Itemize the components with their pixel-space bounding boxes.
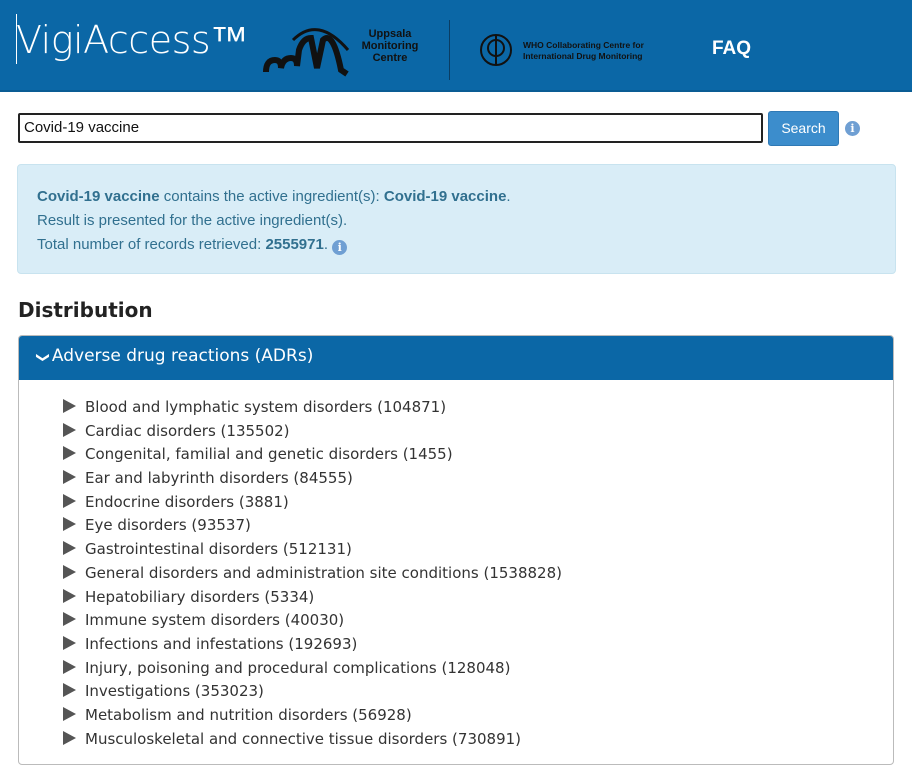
adr-list-item[interactable]: Ear and labyrinth disorders (84555): [63, 469, 893, 493]
adr-item-label: Eye disorders (93537): [85, 516, 251, 535]
faq-link[interactable]: FAQ: [712, 38, 752, 59]
adr-item-label: Investigations (353023): [85, 682, 264, 701]
expand-triangle-icon[interactable]: [63, 399, 76, 413]
adr-item-label: Blood and lymphatic system disorders (10…: [85, 398, 447, 416]
header: VigiAccess™ Uppsala Monitoring Centre WH…: [0, 0, 912, 92]
chevron-down-icon: ❯: [34, 352, 50, 363]
adr-list-item[interactable]: Musculoskeletal and connective tissue di…: [63, 730, 893, 754]
expand-triangle-icon[interactable]: [63, 446, 76, 461]
expand-triangle-icon[interactable]: [63, 422, 76, 437]
distribution-heading: Distribution: [18, 298, 153, 322]
adr-list-item[interactable]: Immune system disorders (40030): [63, 611, 893, 635]
who-emblem-icon[interactable]: [476, 32, 516, 68]
adr-item-label: Cardiac disorders (135502): [85, 421, 290, 440]
expand-triangle-icon[interactable]: [63, 683, 76, 698]
umc-logo-text: Uppsala Monitoring Centre: [361, 28, 419, 64]
adr-list: Blood and lymphatic system disorders (10…: [19, 380, 893, 753]
expand-triangle-icon[interactable]: [63, 635, 76, 650]
expand-triangle-icon[interactable]: [63, 588, 76, 603]
adr-item-label: Hepatobiliary disorders (5334): [85, 587, 315, 606]
adr-list-item[interactable]: Injury, poisoning and procedural complic…: [63, 659, 893, 683]
adr-list-item[interactable]: Investigations (353023): [63, 682, 893, 706]
expand-triangle-icon[interactable]: [63, 659, 76, 674]
expand-triangle-icon[interactable]: [63, 730, 76, 745]
expand-triangle-icon[interactable]: [63, 706, 76, 721]
adr-list-item[interactable]: Eye disorders (93537): [63, 516, 893, 540]
adr-list-item[interactable]: Hepatobiliary disorders (5334): [63, 588, 893, 612]
adr-item-label: Ear and labyrinth disorders (84555): [85, 469, 353, 488]
search-button[interactable]: Search: [768, 111, 839, 146]
search-input[interactable]: Covid-19 vaccine: [18, 113, 763, 143]
expand-triangle-icon[interactable]: [63, 541, 76, 556]
adr-list-item[interactable]: Metabolism and nutrition disorders (5692…: [63, 706, 893, 730]
adr-item-label: Congenital, familial and genetic disorde…: [85, 445, 453, 464]
adr-list-item[interactable]: Cardiac disorders (135502): [63, 422, 893, 446]
adr-item-label: Injury, poisoning and procedural complic…: [85, 658, 511, 677]
result-info-box: Covid-19 vaccine contains the active ing…: [17, 164, 896, 274]
expand-triangle-icon[interactable]: [63, 517, 76, 532]
adr-item-label: Endocrine disorders (3881): [85, 492, 289, 511]
adr-item-label: Infections and infestations (192693): [85, 634, 358, 653]
ingredient-name: Covid-19 vaccine: [383, 188, 507, 205]
adr-panel-title: Adverse drug reactions (ADRs): [51, 346, 314, 366]
adr-item-label: Gastrointestinal disorders (512131): [85, 540, 352, 559]
adr-list-item[interactable]: General disorders and administration sit…: [63, 564, 893, 588]
adr-panel-header[interactable]: ❯ Adverse drug reactions (ADRs): [19, 336, 893, 380]
adr-panel: ❯ Adverse drug reactions (ADRs) Blood and…: [18, 335, 894, 765]
total-label: Total number of records retrieved:: [37, 236, 266, 253]
info-icon[interactable]: i: [845, 121, 860, 136]
expand-triangle-icon[interactable]: [63, 493, 76, 508]
adr-list-item[interactable]: Infections and infestations (192693): [63, 635, 893, 659]
adr-list-item[interactable]: Endocrine disorders (3881): [63, 493, 893, 517]
adr-item-label: Immune system disorders (40030): [85, 611, 345, 630]
expand-triangle-icon[interactable]: [63, 612, 76, 627]
contains-text: contains the active ingredient(s):: [159, 188, 384, 205]
expand-triangle-icon[interactable]: [63, 564, 76, 579]
adr-list-item[interactable]: Gastrointestinal disorders (512131): [63, 540, 893, 564]
brand-logo[interactable]: VigiAccess™: [16, 14, 248, 64]
result-note: Result is presented for the active ingre…: [37, 212, 348, 229]
who-logo-text: WHO Collaborating Centre for Internation…: [523, 40, 644, 61]
drug-name: Covid-19 vaccine: [37, 188, 160, 205]
adr-item-label: Musculoskeletal and connective tissue di…: [85, 729, 522, 748]
expand-triangle-icon[interactable]: [63, 470, 76, 485]
adr-list-item[interactable]: Blood and lymphatic system disorders (10…: [63, 398, 893, 422]
header-divider: [449, 20, 450, 80]
umc-logo-icon[interactable]: [263, 20, 423, 80]
info-icon[interactable]: i: [332, 240, 348, 255]
adr-list-item[interactable]: Congenital, familial and genetic disorde…: [63, 445, 893, 469]
adr-item-label: General disorders and administration sit…: [85, 563, 562, 582]
total-records: 2555971: [265, 236, 324, 253]
adr-item-label: Metabolism and nutrition disorders (5692…: [85, 705, 412, 724]
